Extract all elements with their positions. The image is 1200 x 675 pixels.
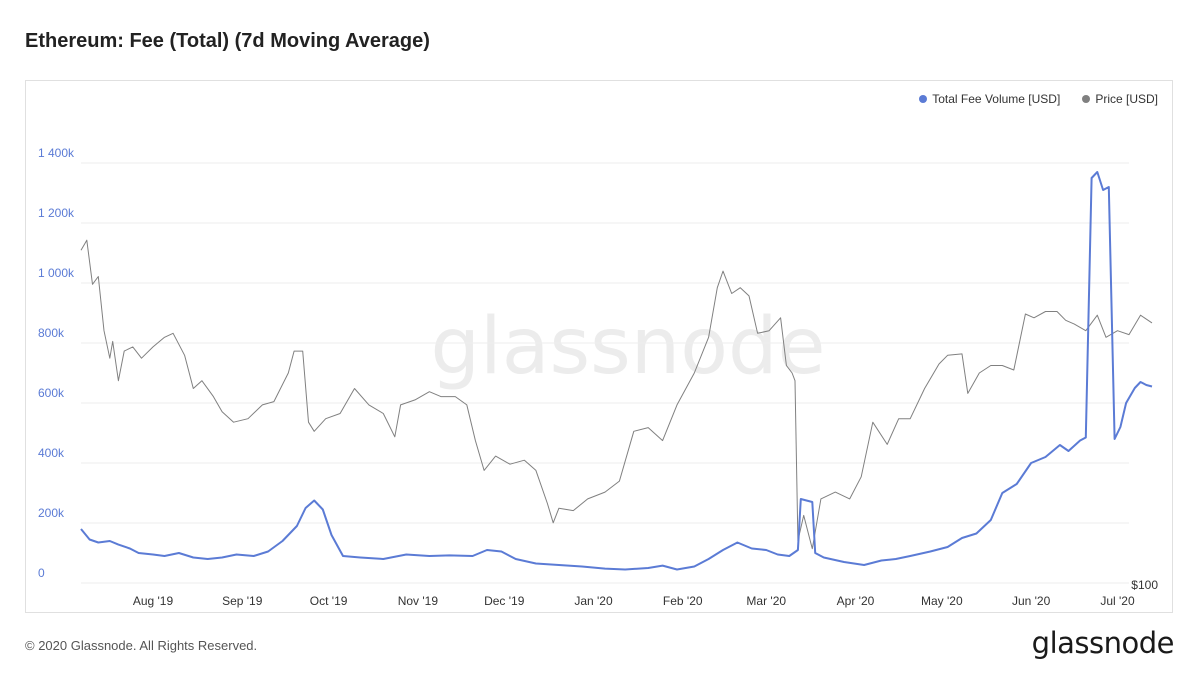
copyright-text: © 2020 Glassnode. All Rights Reserved. bbox=[25, 638, 258, 653]
y-tick-label: 800k bbox=[38, 326, 65, 340]
y-tick-label: 0 bbox=[38, 566, 45, 580]
chart-frame: glassnode 0 200k 400k 600k 800k 1 000k 1 200k 1… bbox=[25, 80, 1173, 613]
chart-plot: glassnode 0 200k 400k 600k 800k 1 000k 1 200k 1… bbox=[38, 146, 1158, 608]
x-tick-label: May '20 bbox=[921, 594, 963, 608]
y-tick-label: 1 200k bbox=[38, 206, 75, 220]
x-tick-label: Oct '19 bbox=[310, 594, 348, 608]
watermark-text: glassnode bbox=[431, 302, 826, 392]
legend-item-price[interactable]: Price [USD] bbox=[1082, 92, 1158, 106]
legend-dot-price bbox=[1082, 95, 1091, 103]
x-tick-label: Dec '19 bbox=[484, 594, 525, 608]
y-tick-label: 400k bbox=[38, 446, 65, 460]
series-line-fee bbox=[80, 171, 1153, 571]
y-tick-label: 200k bbox=[38, 506, 65, 520]
legend-label-fee: Total Fee Volume [USD] bbox=[932, 92, 1061, 106]
x-tick-label: Jun '20 bbox=[1012, 594, 1051, 608]
brand-logo: glassnode bbox=[1031, 626, 1175, 660]
legend-dot-fee bbox=[919, 95, 928, 103]
series-line-price bbox=[80, 239, 1153, 550]
x-tick-label: Apr '20 bbox=[837, 594, 875, 608]
legend-item-fee[interactable]: Total Fee Volume [USD] bbox=[919, 92, 1060, 106]
x-tick-label: Nov '19 bbox=[398, 594, 439, 608]
x-tick-label: Feb '20 bbox=[663, 594, 703, 608]
page-title: Ethereum: Fee (Total) (7d Moving Average… bbox=[25, 30, 430, 52]
y-tick-label: 1 000k bbox=[38, 266, 75, 280]
x-tick-label: Jul '20 bbox=[1100, 594, 1135, 608]
x-tick-label: Sep '19 bbox=[222, 594, 263, 608]
x-tick-label: Jan '20 bbox=[574, 594, 613, 608]
x-tick-label: Mar '20 bbox=[746, 594, 786, 608]
x-tick-label: Aug '19 bbox=[133, 594, 174, 608]
y-tick-label: 600k bbox=[38, 386, 65, 400]
chart-legend: Total Fee Volume [USD] Price [USD] bbox=[919, 92, 1158, 106]
y-tick-label: 1 400k bbox=[38, 146, 75, 160]
y-right-tick-label: $100 bbox=[1131, 578, 1158, 592]
legend-label-price: Price [USD] bbox=[1095, 92, 1158, 106]
